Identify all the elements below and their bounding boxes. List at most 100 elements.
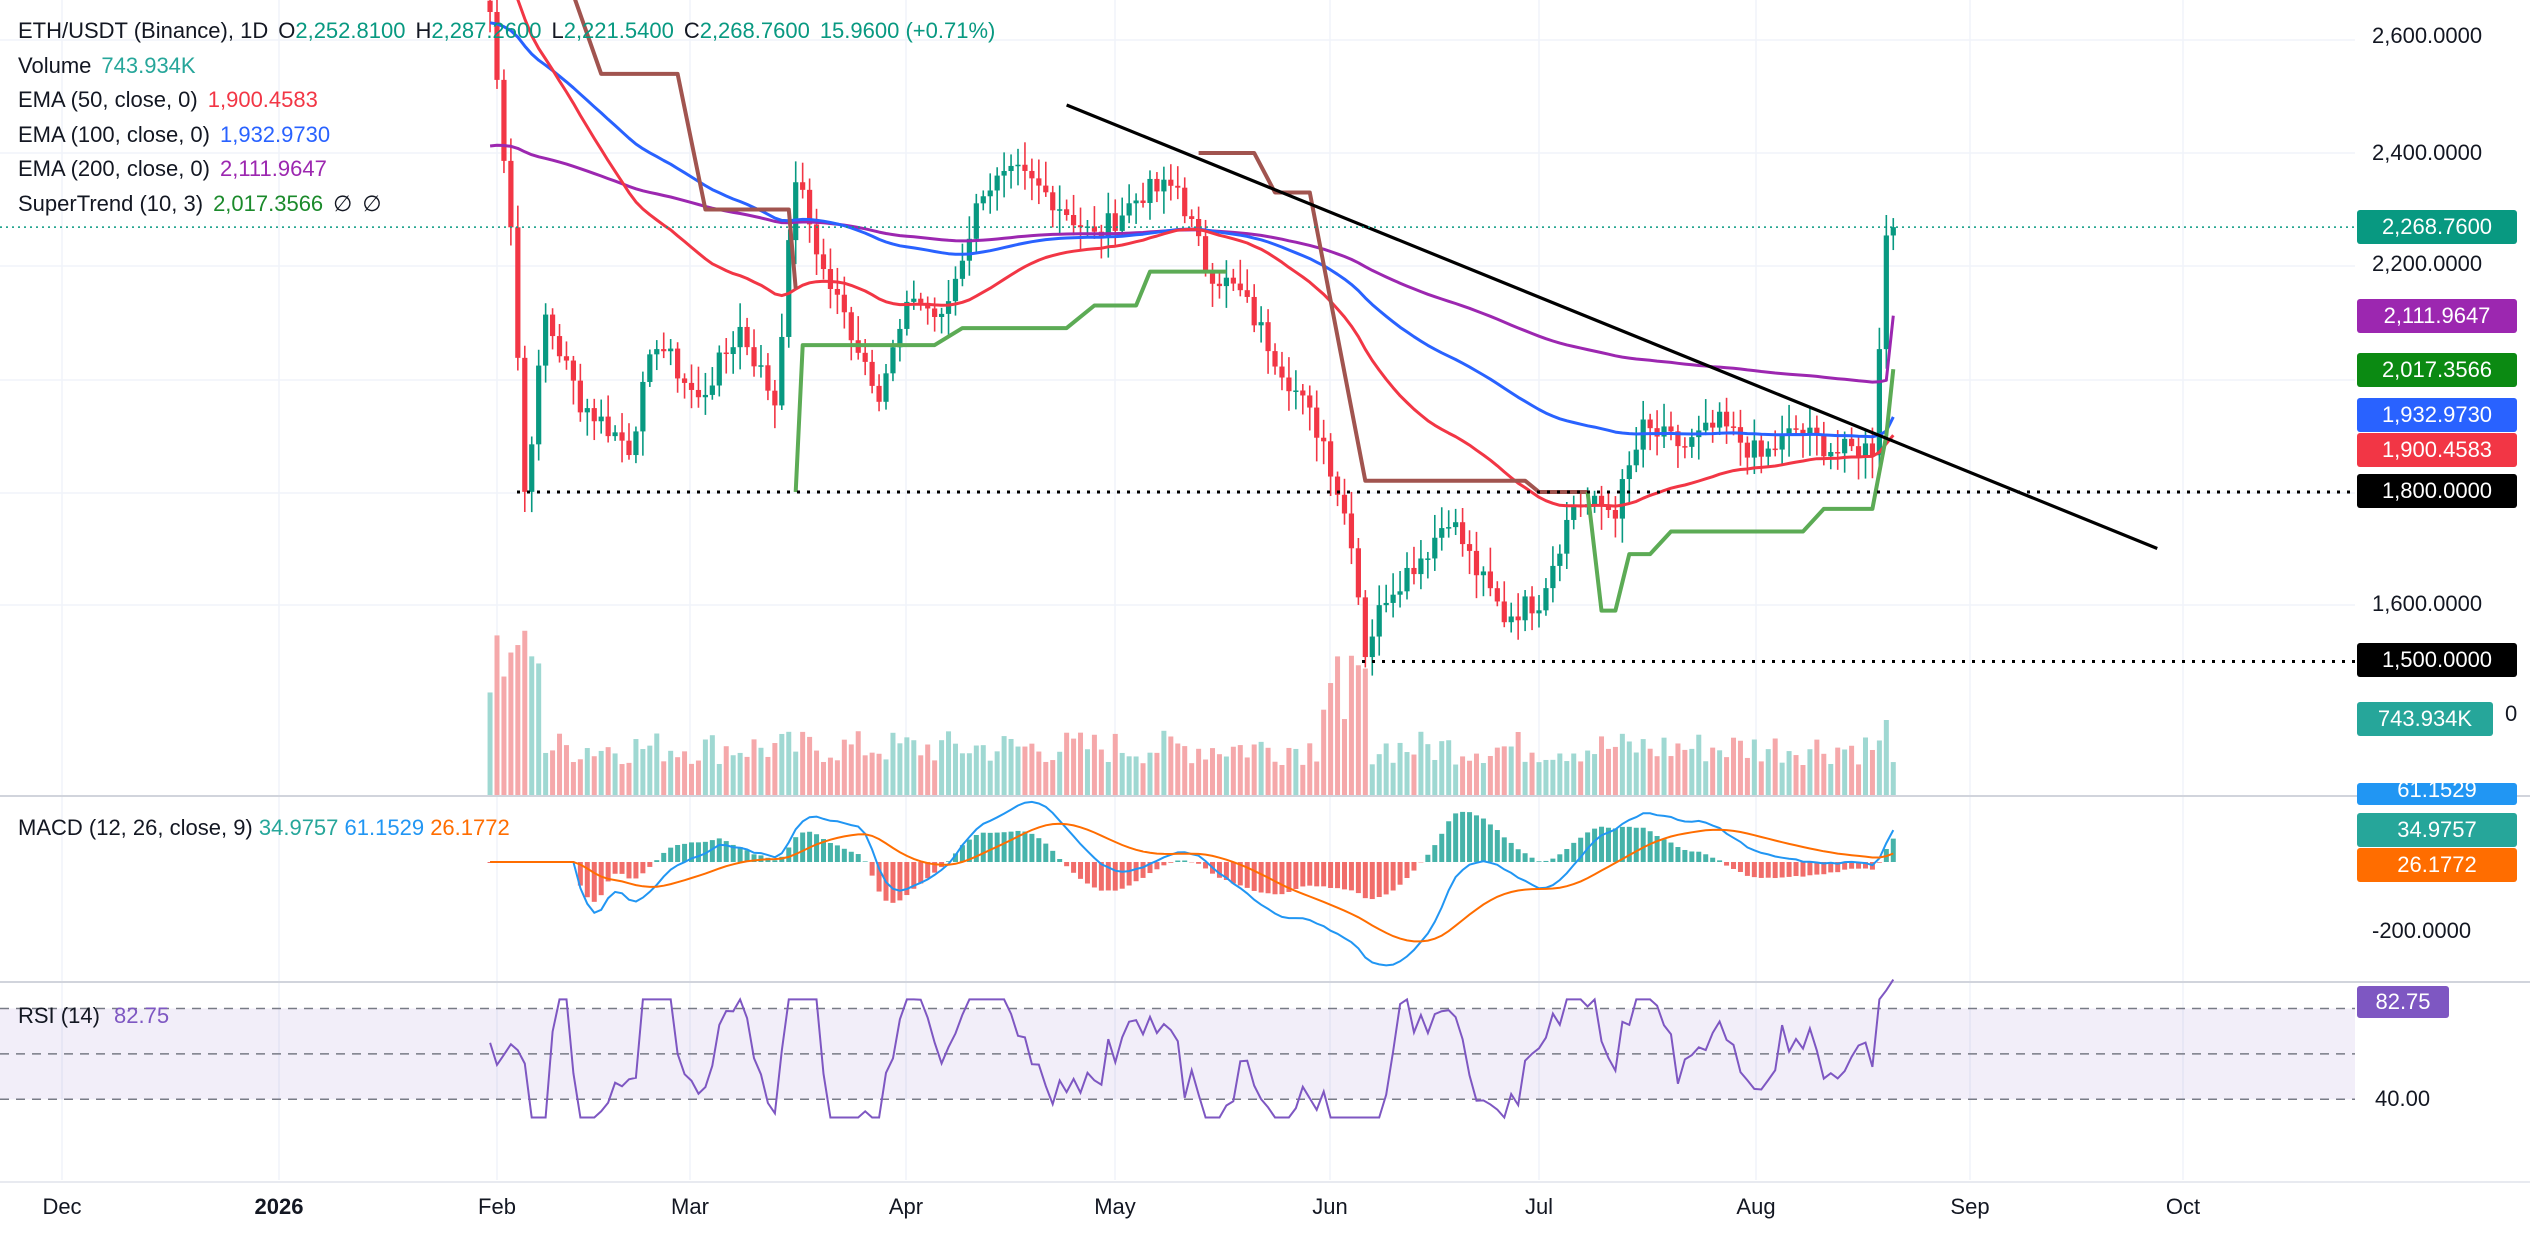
candle-body (563, 356, 570, 361)
macd-histogram-bar (1071, 862, 1077, 873)
macd-histogram-bar (841, 848, 847, 862)
volume-bar (744, 756, 750, 795)
macd-histogram-bar (918, 862, 924, 884)
candle-body (1536, 610, 1542, 614)
macd-histogram-bar (633, 862, 639, 879)
candle-body (911, 298, 917, 302)
macd-histogram-bar (716, 838, 722, 862)
supertrend-value: 2,017.3566 (213, 190, 324, 216)
macd-histogram-bar (1571, 842, 1577, 862)
high-value: 2,287.2600 (431, 18, 542, 43)
volume-bar (966, 753, 972, 795)
ema50-value: 1,900.4583 (207, 87, 318, 112)
macd-histogram-bar (1001, 832, 1007, 862)
macd-histogram-bar (1758, 862, 1764, 878)
candle-body (1849, 438, 1855, 447)
volume-bar (1543, 759, 1549, 795)
candle-body (668, 348, 674, 352)
candle-body (1786, 428, 1792, 435)
supertrend-legend[interactable]: SuperTrend (10, 3) 2,017.3566 ∅ ∅ (18, 187, 995, 222)
candle-body (1251, 296, 1257, 326)
volume-bar (709, 735, 715, 795)
macd-histogram-bar (869, 862, 875, 876)
volume-bar (1682, 749, 1688, 795)
volume-bar (1626, 741, 1632, 795)
volume-bar (536, 663, 542, 795)
volume-bar (1744, 757, 1750, 795)
volume-bar (1890, 762, 1896, 795)
macd-histogram-bar (1640, 827, 1646, 862)
volume-legend[interactable]: Volume 743.934K (18, 49, 995, 84)
candle-body (1119, 215, 1125, 231)
candle-body (1300, 390, 1306, 396)
price-tick-partial: 0 (2505, 701, 2518, 726)
macd-histogram-bar (1064, 862, 1070, 867)
candle-body (1800, 429, 1806, 436)
volume-bar (1758, 761, 1764, 795)
macd-hist-tag: 34.9757 (2357, 813, 2517, 847)
macd-histogram-bar (1196, 862, 1202, 864)
volume-bar (1842, 749, 1848, 795)
ema200-legend[interactable]: EMA (200, close, 0) 2,111.9647 (18, 152, 995, 187)
ohlc-row: ETH/USDT (Binance), 1D O2,252.8100 H2,28… (18, 14, 995, 49)
candle-body (869, 361, 875, 386)
macd-histogram-bar (1362, 862, 1368, 899)
macd-histogram-bar (1536, 861, 1542, 862)
volume-bar (1661, 737, 1667, 795)
candle-body (730, 347, 736, 355)
macd-legend[interactable]: MACD (12, 26, close, 9) 34.9757 61.1529 … (18, 815, 510, 840)
volume-bar (994, 751, 1000, 795)
symbol-title[interactable]: ETH/USDT (Binance), 1D (18, 18, 269, 43)
volume-bar (584, 748, 590, 795)
candle-body (820, 254, 827, 270)
candle-body (1105, 213, 1111, 238)
candle-body (529, 444, 535, 492)
volume-bar (1633, 752, 1639, 795)
macd-histogram-bar (1890, 838, 1896, 862)
time-label: Jul (1524, 1194, 1554, 1219)
volume-bar (515, 645, 521, 795)
candle-body (1376, 605, 1382, 637)
macd-histogram-bar (848, 851, 854, 862)
volume-bar (737, 752, 743, 795)
macd-histogram-bar (1015, 830, 1021, 862)
candle-body (1619, 479, 1625, 519)
volume-bar (689, 763, 695, 795)
candle-body (1244, 290, 1250, 297)
candle-body (1487, 571, 1493, 589)
ema100-legend[interactable]: EMA (100, close, 0) 1,932.9730 (18, 118, 995, 153)
volume-bar (1425, 744, 1431, 795)
volume-bar (702, 739, 708, 795)
candle-body (1835, 452, 1841, 454)
macd-histogram-bar (1612, 828, 1618, 862)
macd-hist-value: 34.9757 (258, 815, 339, 840)
candle-body (1057, 209, 1063, 211)
volume-bar (1140, 763, 1146, 795)
macd-line-tag: 61.1529 (2357, 783, 2517, 805)
volume-bar (487, 692, 493, 795)
volume-bar (1557, 753, 1563, 795)
price-tick: 2,600.0000 (2372, 23, 2483, 48)
volume-bar (1779, 762, 1785, 795)
rsi-legend[interactable]: RSI (14) 82.75 (18, 1003, 170, 1028)
volume-bar (758, 747, 764, 795)
macd-histogram-bar (619, 862, 625, 874)
volume-bar (591, 756, 597, 795)
volume-bar (1001, 736, 1007, 795)
ema50-legend[interactable]: EMA (50, close, 0) 1,900.4583 (18, 83, 995, 118)
macd-histogram-bar (1182, 860, 1188, 862)
volume-bar (1078, 732, 1084, 795)
ema100-value: 1,932.9730 (219, 121, 331, 147)
supertrend-down-line (573, 0, 798, 289)
volume-bar (973, 745, 979, 795)
candle-body (536, 365, 542, 445)
volume-bar (612, 753, 618, 795)
candle-body (932, 308, 938, 317)
candle-body (897, 328, 903, 348)
candle-body (1112, 213, 1118, 231)
candle-body (890, 347, 896, 374)
candle-body (695, 389, 702, 398)
candle-body (1279, 366, 1285, 378)
macd-histogram-bar (1084, 862, 1090, 884)
